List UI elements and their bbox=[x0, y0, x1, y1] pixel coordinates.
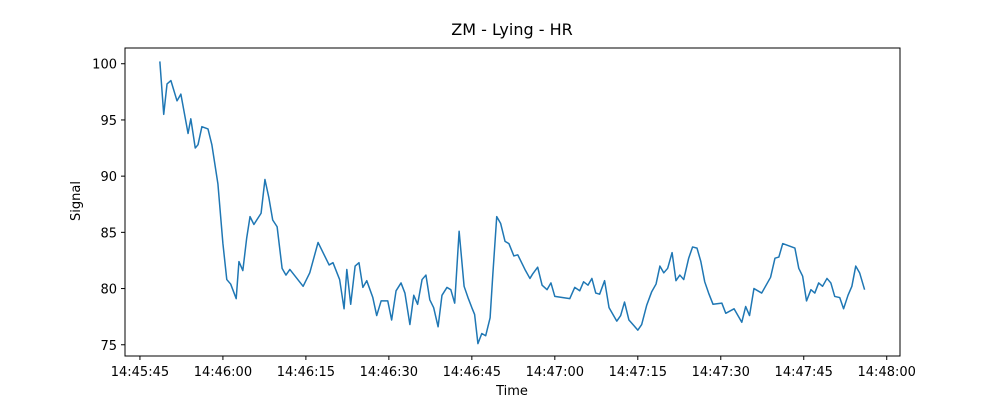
y-tick-label: 95 bbox=[100, 114, 117, 129]
y-tick-label: 80 bbox=[100, 283, 117, 298]
line-series bbox=[159, 61, 866, 345]
x-tick-label: 14:46:15 bbox=[277, 365, 335, 380]
x-axis-label: Time bbox=[495, 384, 528, 399]
x-tick-label: 14:47:45 bbox=[775, 365, 833, 380]
x-tick-label: 14:47:00 bbox=[526, 365, 584, 380]
x-tick-label: 14:46:45 bbox=[443, 365, 501, 380]
y-tick-label: 85 bbox=[100, 226, 117, 241]
plot-frame bbox=[124, 47, 901, 357]
y-tick-label: 100 bbox=[92, 58, 117, 73]
x-tick-label: 14:46:30 bbox=[360, 365, 418, 380]
x-tick-label: 14:47:30 bbox=[692, 365, 750, 380]
y-tick-label: 90 bbox=[100, 170, 117, 185]
x-tick-label: 14:48:00 bbox=[858, 365, 916, 380]
x-tick-label: 14:47:15 bbox=[609, 365, 667, 380]
chart-title: ZM - Lying - HR bbox=[451, 20, 572, 39]
x-tick-label: 14:46:00 bbox=[194, 365, 252, 380]
x-tick-label: 14:45:45 bbox=[111, 365, 169, 380]
y-axis-label: Signal bbox=[69, 181, 84, 221]
y-tick-label: 75 bbox=[100, 339, 117, 354]
